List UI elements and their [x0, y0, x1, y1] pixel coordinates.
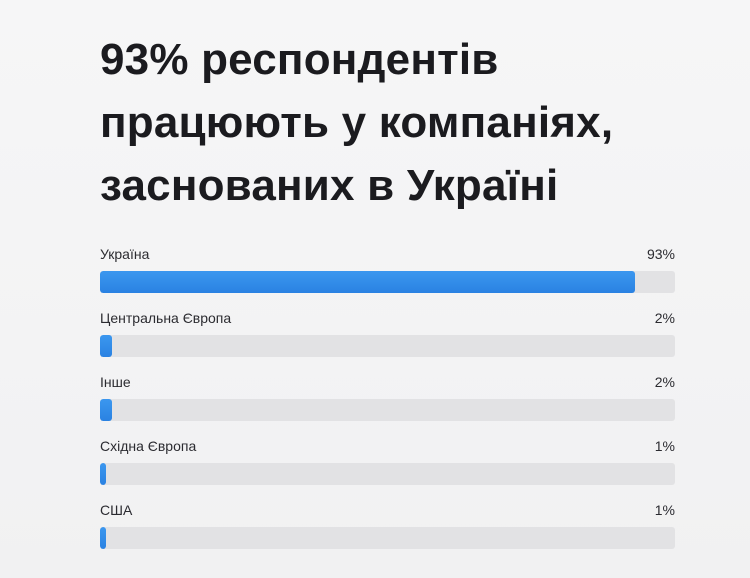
- title-line-1: 93% респондентів: [100, 35, 499, 84]
- bar-value-label: 1%: [654, 502, 675, 518]
- bar-value-label: 2%: [654, 310, 675, 326]
- bar-track: [100, 335, 675, 357]
- bar-category-label: Україна: [100, 246, 150, 262]
- bar-track: [100, 527, 675, 549]
- bar-category-label: Східна Європа: [100, 438, 197, 454]
- bar-category-label: Інше: [100, 374, 131, 390]
- bar-track: [100, 271, 675, 293]
- bar: [100, 399, 112, 421]
- bar-list: Україна 93% Центральна Європа 2% Інше 2% Східн…: [100, 244, 675, 564]
- bar: [100, 335, 112, 357]
- bar: [100, 527, 106, 549]
- bar: [100, 463, 106, 485]
- bar-row: Україна 93%: [100, 244, 675, 308]
- bar-value-label: 1%: [654, 438, 675, 454]
- bar-row: Центральна Європа 2%: [100, 308, 675, 372]
- bar-track: [100, 399, 675, 421]
- bar-value-label: 93%: [646, 246, 675, 262]
- title-line-3: заснованих в Україні: [100, 161, 559, 210]
- bar-row: США 1%: [100, 500, 675, 564]
- bar-row: Східна Європа 1%: [100, 436, 675, 500]
- bar-category-label: США: [100, 502, 133, 518]
- bar-row: Інше 2%: [100, 372, 675, 436]
- bar: [100, 271, 635, 293]
- chart-title: 93% респондентів працюють у компаніях, з…: [100, 28, 720, 217]
- bar-value-label: 2%: [654, 374, 675, 390]
- title-line-2: працюють у компаніях,: [100, 98, 614, 147]
- bar-category-label: Центральна Європа: [100, 310, 232, 326]
- bar-track: [100, 463, 675, 485]
